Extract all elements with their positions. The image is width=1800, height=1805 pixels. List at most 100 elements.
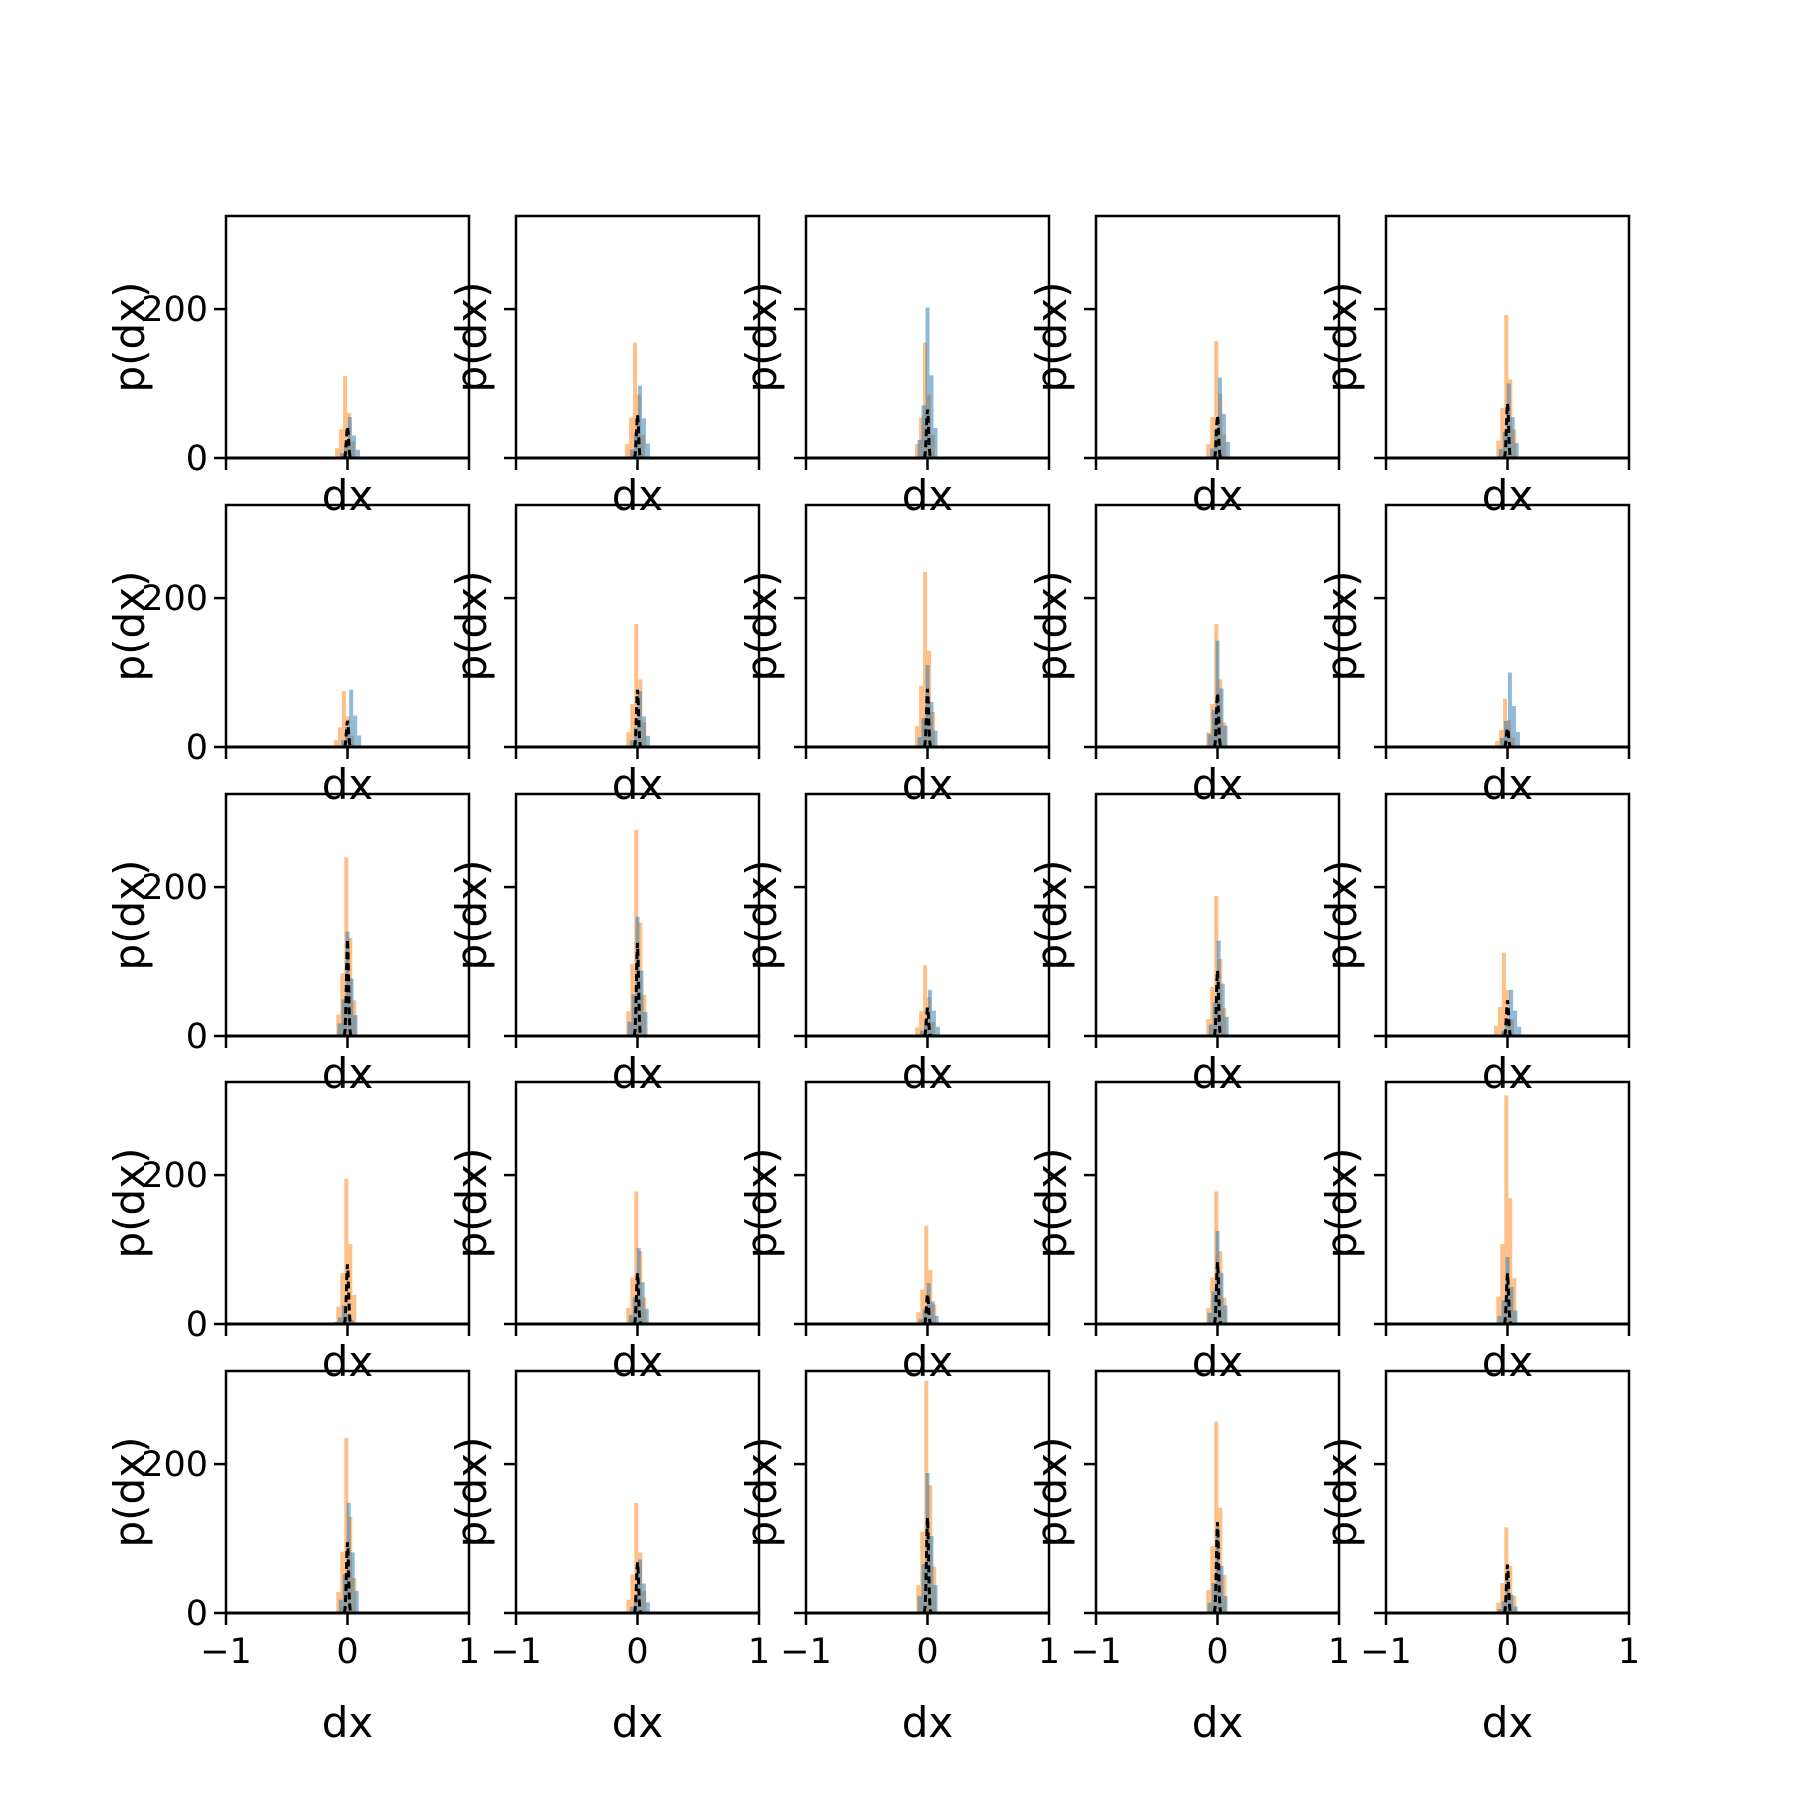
- black-dashed-series: [923, 1007, 932, 1038]
- x-axis-label: dx: [612, 1698, 664, 1747]
- y-axis-label: p(dx): [737, 1148, 786, 1259]
- blue-series-bar: [1221, 413, 1226, 458]
- blue-series-bar: [342, 1574, 347, 1613]
- blue-series-bar: [921, 1564, 926, 1613]
- subplot-4-3: −1 0 1 dx p(dx): [1027, 1369, 1350, 1747]
- x-axis-label: dx: [322, 760, 374, 809]
- black-dashed-series: [342, 1264, 353, 1325]
- x-axis-label: dx: [1192, 1698, 1244, 1747]
- x-tick-label: −1: [1360, 1632, 1412, 1672]
- blue-series-bar: [925, 307, 930, 458]
- subplot-3-4: dx p(dx): [1317, 1080, 1631, 1386]
- orange-series-bar: [340, 1551, 345, 1613]
- subplot-3-0: 0 200 dx p(dx): [105, 1080, 471, 1386]
- blue-series-bar: [637, 691, 642, 747]
- subplot-4-2: −1 0 1 dx p(dx): [737, 1369, 1060, 1747]
- orange-series-bar: [336, 1306, 341, 1324]
- x-axis-label: dx: [902, 760, 954, 809]
- orange-series-bar: [915, 444, 920, 458]
- orange-series-bar: [1512, 1595, 1517, 1613]
- blue-series-bar: [1509, 989, 1514, 1036]
- x-axis-label: dx: [1482, 760, 1534, 809]
- x-axis-label: dx: [902, 1049, 954, 1098]
- blue-series-bar: [1209, 448, 1214, 458]
- orange-series-bar: [626, 1599, 631, 1613]
- orange-series-bar: [919, 1011, 924, 1036]
- y-axis-label: p(dx): [1317, 571, 1366, 682]
- subplot-4-1: −1 0 1 dx p(dx): [447, 1369, 770, 1747]
- blue-series-bar: [931, 1010, 936, 1036]
- orange-series-bar: [916, 1312, 921, 1324]
- black-dashed-series: [1502, 1564, 1513, 1614]
- blue-series-bar: [1207, 1602, 1212, 1613]
- blue-series-bar: [645, 1602, 650, 1613]
- y-axis-label: p(dx): [1317, 1437, 1366, 1548]
- orange-series-bar: [1500, 407, 1505, 458]
- y-tick-label: 0: [186, 728, 208, 768]
- orange-series-bar: [923, 572, 928, 747]
- blue-series-bar: [343, 443, 348, 458]
- blue-series-bar: [1215, 640, 1220, 747]
- orange-series-bar: [1501, 952, 1506, 1036]
- blue-series-bar: [641, 418, 646, 458]
- blue-series-bar: [933, 1585, 938, 1613]
- x-axis-label: dx: [612, 1337, 664, 1386]
- blue-series-bar: [929, 375, 934, 458]
- blue-series-bar: [927, 989, 932, 1036]
- blue-series-bar: [643, 1012, 648, 1036]
- y-axis-label: p(dx): [105, 1148, 154, 1259]
- orange-series-bar: [1214, 1421, 1219, 1613]
- blue-series: [917, 665, 938, 747]
- blue-series-bar: [1207, 1312, 1212, 1324]
- orange-series-bar: [923, 342, 928, 458]
- subplot-2-0: 0 200 dx p(dx): [105, 792, 471, 1098]
- subplot-0-2: dx p(dx): [737, 214, 1051, 520]
- orange-series-bar: [348, 1244, 353, 1324]
- orange-series-bar: [1497, 1006, 1502, 1036]
- blue-series: [629, 691, 650, 747]
- blue-series-bar: [1515, 732, 1520, 747]
- orange-series-bar: [919, 685, 924, 747]
- blue-series-bar: [1224, 1016, 1229, 1036]
- blue-series-bar: [629, 1606, 634, 1613]
- y-axis-label: p(dx): [447, 571, 496, 682]
- orange-series-bar: [1206, 1019, 1211, 1036]
- y-tick-label: 200: [141, 579, 208, 619]
- blue-series-bar: [353, 1015, 358, 1036]
- orange-series-bar: [335, 448, 340, 458]
- blue-series-bar: [1211, 1291, 1216, 1324]
- blue-series-bar: [349, 1320, 354, 1324]
- orange-series-bar: [1493, 1025, 1498, 1036]
- blue-series-bar: [1511, 706, 1516, 747]
- blue-series-bar: [627, 1021, 632, 1036]
- y-tick-label: 200: [141, 868, 208, 908]
- y-axis-label: p(dx): [737, 1437, 786, 1548]
- orange-series-bar: [1206, 443, 1211, 458]
- y-axis-label: p(dx): [1027, 282, 1076, 393]
- orange-series-bar: [1214, 341, 1219, 458]
- y-axis-label: p(dx): [1317, 1148, 1366, 1259]
- orange-series-bar: [634, 624, 639, 747]
- blue-series-bar: [338, 1599, 343, 1613]
- subplot-0-4: dx p(dx): [1317, 214, 1631, 520]
- orange-series-bar: [915, 1027, 920, 1036]
- y-axis-label: p(dx): [737, 571, 786, 682]
- orange-series-bar: [1500, 1243, 1505, 1324]
- y-axis-label: p(dx): [447, 1437, 496, 1548]
- blue-series-bar: [1223, 1595, 1228, 1613]
- y-axis-label: p(dx): [105, 1437, 154, 1548]
- orange-series-bar: [1214, 896, 1219, 1036]
- blue-series-bar: [935, 1026, 940, 1036]
- orange-series-bar: [1210, 417, 1215, 458]
- blue-series-bar: [1498, 449, 1503, 458]
- black-dashed-series: [922, 688, 933, 748]
- orange-series-bar: [1496, 440, 1501, 458]
- orange-series-bar: [920, 1289, 925, 1324]
- x-tick-label: −1: [490, 1632, 542, 1672]
- blue-series-bar: [917, 439, 922, 458]
- subplot-2-4: dx p(dx): [1317, 792, 1631, 1098]
- orange-series-bar: [1496, 1602, 1501, 1613]
- blue-series-bar: [354, 1590, 359, 1613]
